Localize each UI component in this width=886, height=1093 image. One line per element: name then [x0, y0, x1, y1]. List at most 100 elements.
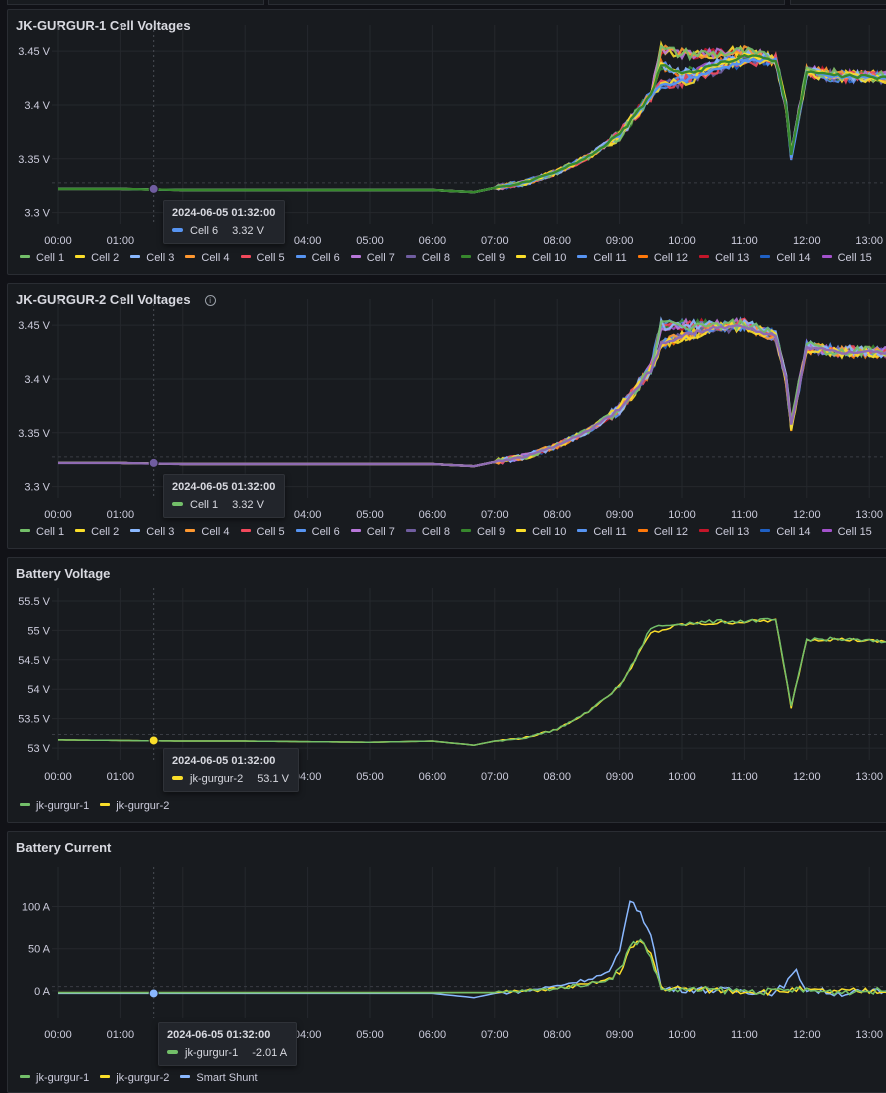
- legend-item[interactable]: Cell 13: [699, 252, 749, 264]
- legend-item[interactable]: Cell 2: [75, 526, 119, 538]
- legend-item[interactable]: Cell 15: [821, 526, 872, 538]
- legend-item[interactable]: jk-gurgur-1: [20, 1072, 89, 1084]
- series-line-smart-shunt: [58, 900, 886, 999]
- legend-item[interactable]: jk-gurgur-2: [100, 1072, 169, 1084]
- series-line-cell-12: [58, 49, 886, 194]
- legend-item[interactable]: Cell 15: [821, 252, 872, 264]
- top-panel-strip: [7, 0, 264, 5]
- crosshair-point: [148, 735, 159, 746]
- series-line-cell-1: [58, 318, 886, 468]
- legend-swatch: [180, 1075, 191, 1078]
- legend-item[interactable]: Cell 6: [295, 526, 340, 538]
- y-tick-label: 3.4 V: [24, 100, 50, 112]
- legend-label: Smart Shunt: [196, 1072, 258, 1084]
- panel-title[interactable]: JK-GURGUR-2 Cell Voltages i: [16, 292, 216, 307]
- legend-item[interactable]: Cell 10: [516, 526, 566, 538]
- x-tick-label: 01:00: [107, 509, 135, 521]
- chart-battery-current[interactable]: 00:0001:0002:0003:0004:0005:0006:0007:00…: [8, 832, 886, 1092]
- legend-item[interactable]: Cell 4: [185, 526, 230, 538]
- legend-item[interactable]: Cell 1: [20, 526, 64, 538]
- legend-item[interactable]: Cell 7: [350, 252, 395, 264]
- legend-item[interactable]: Smart Shunt: [180, 1072, 258, 1084]
- legend-item[interactable]: Cell 9: [461, 526, 505, 538]
- legend-item[interactable]: Cell 8: [405, 526, 450, 538]
- legend-item[interactable]: Cell 5: [240, 252, 285, 264]
- x-tick-label: 05:00: [356, 509, 384, 521]
- series-line-cell-4: [58, 44, 886, 194]
- tooltip-value: 53.1 V: [257, 773, 289, 785]
- x-tick-label: 12:00: [793, 235, 821, 247]
- x-tick-label: 01:00: [107, 1029, 135, 1041]
- legend-item[interactable]: Cell 12: [637, 252, 689, 264]
- x-tick-label: 12:00: [793, 771, 821, 783]
- legend-item[interactable]: Cell 6: [295, 252, 340, 264]
- info-icon[interactable]: i: [204, 295, 216, 306]
- x-tick-label: 01:00: [107, 771, 135, 783]
- legend-item[interactable]: Cell 4: [185, 252, 230, 264]
- panel-title[interactable]: Battery Current: [16, 840, 112, 855]
- legend-label: Cell 12: [653, 526, 689, 538]
- series-line-cell-14: [58, 54, 886, 194]
- x-tick-label: 00:00: [44, 509, 72, 521]
- series-line-cell-7: [58, 316, 886, 468]
- legend-label: Cell 1: [36, 252, 65, 264]
- legend-item[interactable]: jk-gurgur-1: [20, 800, 89, 812]
- panel-battery-current[interactable]: Battery Current 00:0001:0002:0003:0004:0…: [7, 831, 886, 1093]
- legend-item[interactable]: Cell 12: [637, 526, 689, 538]
- legend-item[interactable]: Cell 9: [461, 252, 505, 264]
- legend-item[interactable]: Cell 5: [240, 526, 285, 538]
- top-panel-strip: [790, 0, 886, 5]
- x-tick-label: 06:00: [419, 235, 447, 247]
- chart-battery-voltage[interactable]: 00:0001:0002:0003:0004:0005:0006:0007:00…: [8, 558, 886, 822]
- legend-item[interactable]: Cell 10: [516, 252, 566, 264]
- legend-label: jk-gurgur-2: [116, 1072, 170, 1084]
- legend-item[interactable]: Cell 3: [130, 526, 174, 538]
- crosshair-point: [148, 988, 159, 999]
- crosshair-point: [148, 457, 159, 468]
- panel-title[interactable]: JK-GURGUR-1 Cell Voltages: [16, 18, 191, 33]
- series-line-cell-10: [58, 321, 886, 468]
- legend-item[interactable]: Cell 14: [760, 252, 811, 264]
- legend-label: Cell 11: [593, 252, 627, 264]
- x-tick-label: 13:00: [855, 1029, 883, 1041]
- x-tick-label: 10:00: [668, 235, 696, 247]
- series-line-cell-12: [58, 322, 886, 468]
- legend-item[interactable]: jk-gurgur-2: [100, 800, 169, 812]
- chart-jk1-cells[interactable]: 00:0001:0002:0003:0004:0005:0006:0007:00…: [8, 10, 886, 274]
- crosshair-point: [148, 183, 159, 194]
- x-tick-label: 12:00: [793, 509, 821, 521]
- x-tick-label: 07:00: [481, 771, 509, 783]
- legend-label: Cell 6: [311, 252, 340, 264]
- x-tick-label: 07:00: [481, 235, 509, 247]
- legend-item[interactable]: Cell 2: [75, 252, 119, 264]
- legend-item[interactable]: Cell 8: [405, 252, 450, 264]
- x-tick-label: 06:00: [419, 771, 447, 783]
- series-line-cell-9: [58, 53, 886, 194]
- chart-jk2-cells[interactable]: 00:0001:0002:0003:0004:0005:0006:0007:00…: [8, 284, 886, 548]
- panel-title[interactable]: Battery Voltage: [16, 566, 111, 581]
- panel-jk1-cell-voltages[interactable]: JK-GURGUR-1 Cell Voltages 00:0001:0002:0…: [7, 9, 886, 275]
- x-tick-label: 13:00: [855, 509, 883, 521]
- legend-item[interactable]: Cell 11: [577, 252, 627, 264]
- legend-item[interactable]: Cell 1: [20, 252, 64, 264]
- legend-label: Cell 12: [653, 252, 689, 264]
- y-tick-label: 55 V: [27, 625, 50, 637]
- legend-item[interactable]: Cell 3: [130, 252, 174, 264]
- legend-item[interactable]: Cell 11: [577, 526, 627, 538]
- legend-swatch: [100, 803, 111, 806]
- legend-swatch: [350, 529, 361, 532]
- legend-swatch: [295, 255, 306, 258]
- legend-swatch: [699, 529, 710, 532]
- series-line-cell-10: [58, 40, 886, 194]
- legend-swatch: [821, 529, 832, 532]
- series-line-jk-gurgur-2: [58, 618, 886, 746]
- panel-battery-voltage[interactable]: Battery Voltage 00:0001:0002:0003:0004:0…: [7, 557, 886, 823]
- x-tick-label: 05:00: [356, 235, 384, 247]
- x-tick-label: 00:00: [44, 235, 72, 247]
- legend-swatch: [100, 1075, 111, 1078]
- legend-item[interactable]: Cell 13: [699, 526, 749, 538]
- legend-item[interactable]: Cell 14: [760, 526, 811, 538]
- legend-item[interactable]: Cell 7: [350, 526, 395, 538]
- series-line-cell-7: [58, 45, 886, 194]
